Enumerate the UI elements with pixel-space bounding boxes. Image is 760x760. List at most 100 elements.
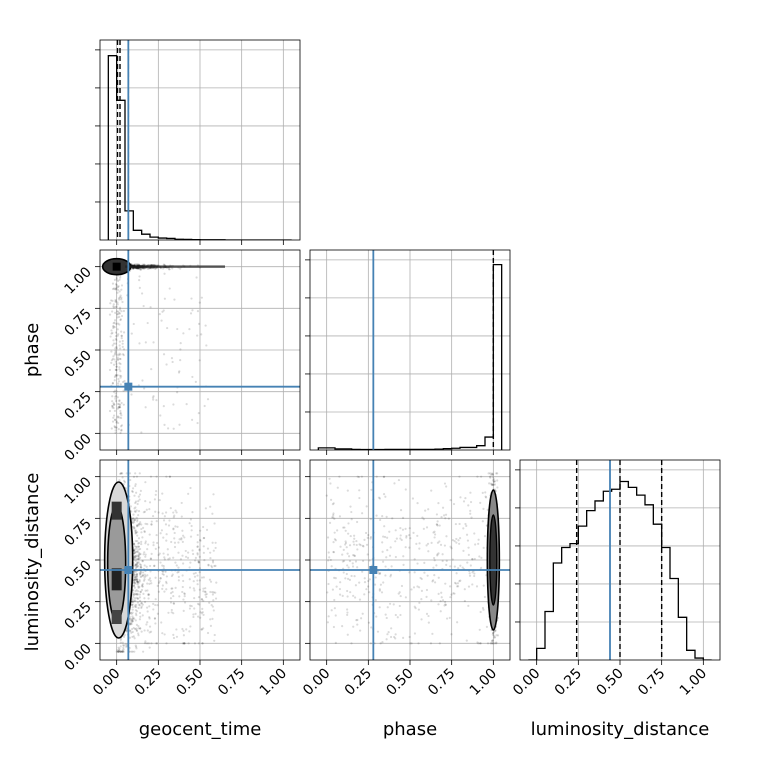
scatter-point bbox=[401, 516, 405, 519]
scatter-point bbox=[469, 509, 472, 512]
scatter-point bbox=[138, 342, 141, 345]
scatter-point bbox=[188, 586, 192, 589]
scatter-point bbox=[193, 642, 197, 645]
scatter-point bbox=[162, 552, 165, 555]
scatter-point bbox=[378, 572, 381, 576]
scatter-point bbox=[176, 391, 179, 394]
scatter-point bbox=[110, 332, 113, 335]
scatter-point bbox=[119, 641, 122, 644]
scatter-point bbox=[412, 531, 415, 534]
scatter-point bbox=[381, 560, 385, 563]
scatter-point bbox=[154, 598, 157, 601]
scatter-point bbox=[114, 288, 117, 291]
x-tick-label: 1.00 bbox=[677, 666, 710, 699]
scatter-point bbox=[124, 643, 127, 646]
y-tick-label: 0.00 bbox=[61, 641, 94, 674]
scatter-point bbox=[119, 650, 122, 653]
scatter-point bbox=[374, 599, 377, 602]
scatter-point bbox=[143, 530, 146, 533]
scatter-point bbox=[157, 511, 160, 514]
scatter-point bbox=[333, 517, 336, 520]
scatter-point bbox=[153, 564, 156, 568]
scatter-point bbox=[116, 310, 119, 313]
scatter-point bbox=[119, 370, 122, 373]
scatter-point bbox=[449, 499, 452, 502]
scatter-point bbox=[117, 406, 120, 409]
scatter-point bbox=[491, 639, 494, 642]
scatter-point bbox=[182, 642, 186, 645]
scatter-point bbox=[174, 561, 177, 564]
scatter-point bbox=[119, 357, 122, 361]
scatter-point bbox=[389, 546, 392, 549]
scatter-point bbox=[118, 290, 121, 293]
scatter-point bbox=[120, 288, 123, 291]
scatter-point bbox=[112, 287, 116, 290]
scatter-point bbox=[133, 586, 136, 589]
scatter-point bbox=[118, 399, 121, 402]
scatter-point bbox=[191, 375, 194, 379]
scatter-point bbox=[141, 583, 144, 587]
scatter-point bbox=[115, 345, 118, 349]
scatter-point bbox=[185, 628, 188, 631]
scatter-point bbox=[133, 573, 136, 576]
x-tick-label: 0.50 bbox=[593, 666, 626, 699]
scatter-point bbox=[183, 642, 186, 645]
scatter-point bbox=[161, 310, 164, 313]
scatter-point bbox=[433, 574, 436, 577]
scatter-point bbox=[116, 301, 119, 304]
scatter-point bbox=[214, 541, 217, 544]
scatter-point bbox=[155, 533, 158, 537]
scatter-point bbox=[133, 494, 136, 497]
scatter-point bbox=[409, 537, 412, 540]
scatter-point bbox=[146, 589, 149, 592]
scatter-point bbox=[132, 513, 135, 516]
scatter-point bbox=[112, 303, 115, 306]
scatter-point bbox=[487, 472, 490, 475]
scatter-point bbox=[416, 501, 419, 505]
scatter-point bbox=[163, 590, 166, 593]
scatter-point bbox=[480, 556, 483, 559]
scatter-point bbox=[146, 548, 149, 551]
scatter-point bbox=[481, 491, 484, 494]
scatter-point bbox=[116, 650, 119, 653]
scatter-point bbox=[488, 475, 492, 478]
scatter-point bbox=[437, 576, 440, 579]
scatter-point bbox=[139, 268, 142, 272]
scatter-point bbox=[159, 532, 162, 535]
scatter-point bbox=[212, 609, 215, 612]
scatter-point bbox=[161, 512, 164, 515]
scatter-point bbox=[158, 580, 161, 583]
scatter-point bbox=[147, 593, 151, 596]
scatter-point bbox=[116, 416, 119, 419]
scatter-point bbox=[213, 633, 216, 637]
scatter-point bbox=[119, 362, 122, 366]
scatter-point bbox=[135, 579, 139, 583]
scatter-point bbox=[121, 342, 124, 345]
scatter-point bbox=[134, 563, 137, 567]
scatter-point bbox=[200, 598, 203, 601]
scatter-point bbox=[172, 602, 176, 605]
scatter-point bbox=[333, 576, 336, 579]
scatter-point bbox=[369, 517, 372, 521]
scatter-point bbox=[132, 475, 136, 478]
scatter-point bbox=[161, 492, 164, 495]
scatter-point bbox=[114, 392, 117, 395]
scatter-point bbox=[377, 496, 381, 499]
scatter-point bbox=[135, 575, 139, 578]
scatter-point bbox=[139, 566, 142, 569]
scatter-point bbox=[201, 642, 204, 645]
scatter-point bbox=[145, 623, 148, 626]
scatter-point bbox=[207, 564, 210, 567]
scatter-point bbox=[117, 333, 120, 336]
scatter-point bbox=[204, 590, 207, 594]
scatter-point bbox=[408, 546, 411, 549]
scatter-point bbox=[433, 581, 437, 584]
scatter-point bbox=[491, 633, 494, 636]
scatter-point bbox=[122, 646, 125, 649]
scatter-point bbox=[115, 305, 118, 308]
scatter-point bbox=[122, 389, 125, 392]
scatter-point bbox=[167, 558, 170, 561]
scatter-point bbox=[461, 566, 464, 569]
scatter-point bbox=[355, 619, 358, 622]
scatter-point bbox=[347, 522, 350, 525]
